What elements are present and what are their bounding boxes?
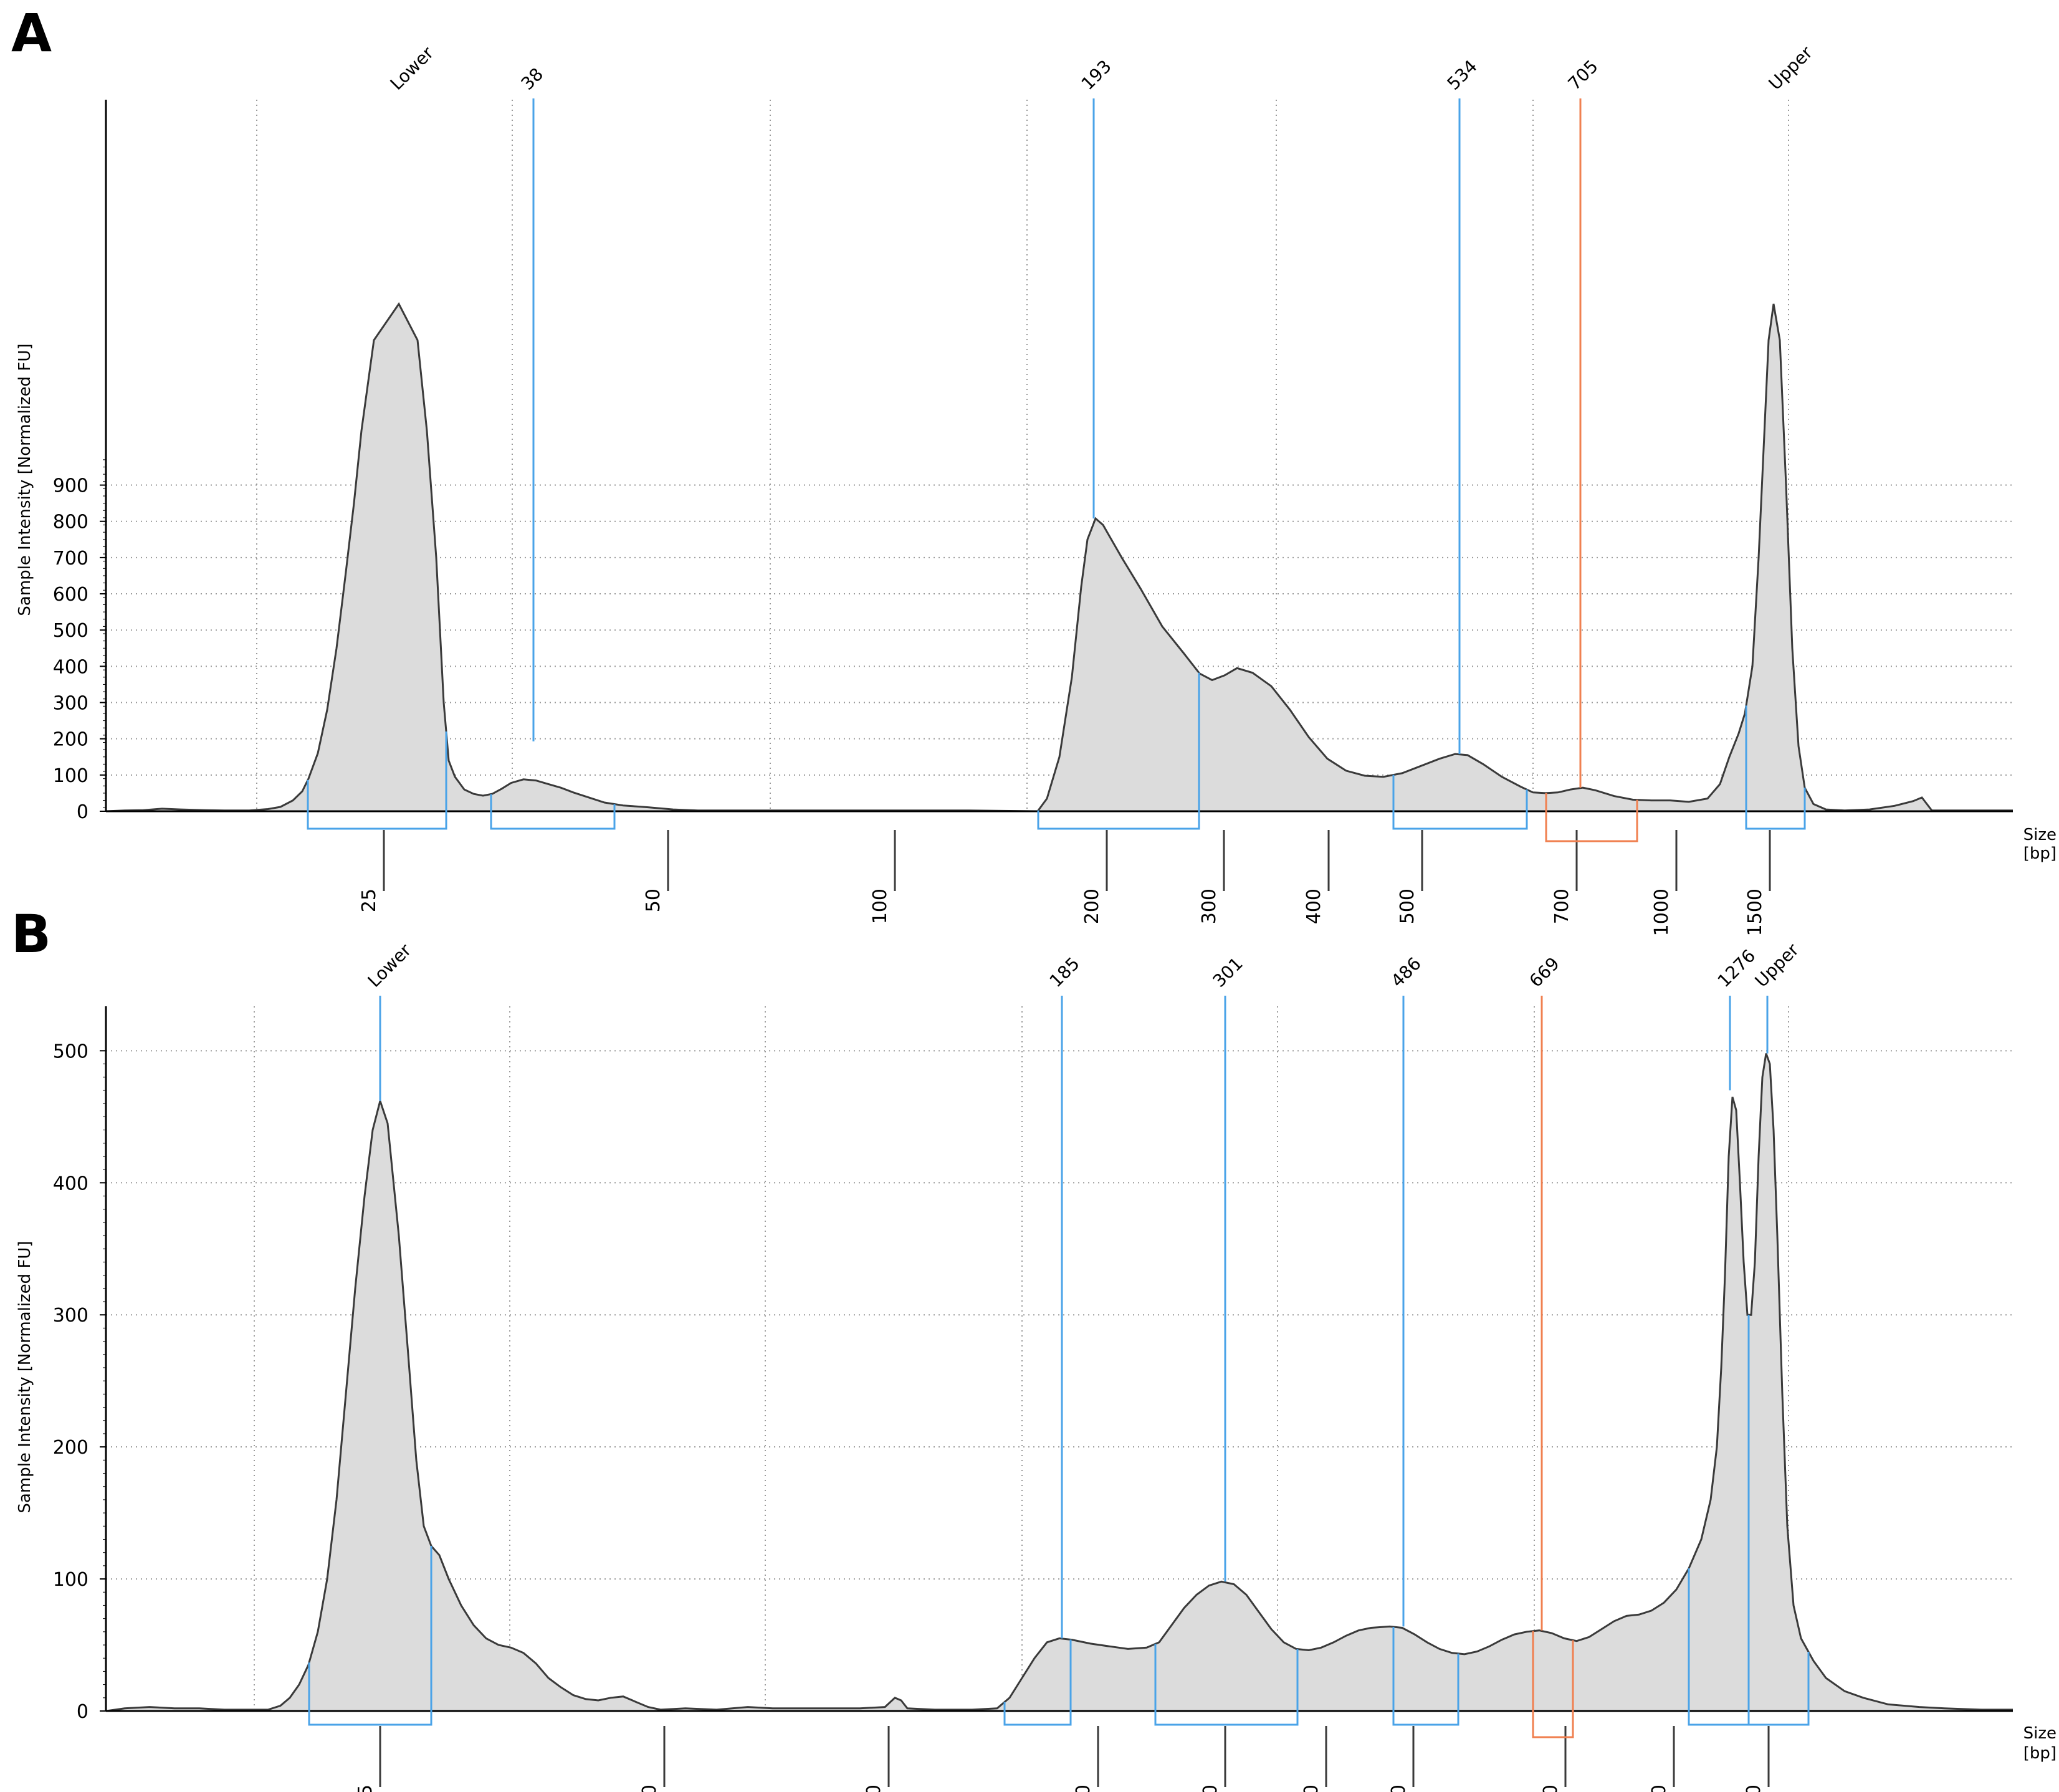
ladder-label: 1000 [1648,1785,1670,1792]
y-axis-label: Sample Intensity [Normalized FU] [16,343,34,616]
y-tick-label: 400 [53,1173,88,1194]
ladder-label: 400 [1303,889,1325,924]
x-axis-label-size: Size [2023,826,2057,844]
peak-bracket [1545,793,1638,842]
peak-label: Lower [386,42,438,94]
ladder-label: 25 [358,889,380,912]
y-tick-label: 0 [77,1701,88,1723]
ladder-label: 400 [1301,1785,1322,1792]
panel-letter-b: B [11,903,51,965]
peak-bracket [1392,774,1528,830]
peak-label: Upper [1765,42,1817,94]
peak-label: 301 [1209,953,1247,991]
panel-a: A 0 100 200 300 400 500 600 700 800 900 Sample Inte… [11,2,2057,936]
x-axis-label-unit: [bp] [2023,844,2057,863]
peak-bracket [308,1546,432,1726]
ladder-label: 1000 [1651,889,1673,936]
trace-area [106,1053,2013,1711]
peak-bracket [1003,1639,1072,1726]
peak-bracket [1037,672,1200,830]
ladder-label: 25 [355,1785,376,1792]
peak-label: 1276 [1714,945,1760,991]
ladder-label: 100 [863,1785,885,1792]
y-tick-label: 200 [53,729,88,751]
peak-bracket [1747,1315,1810,1726]
peak-bracket [1532,1631,1574,1738]
peak-bracket [307,732,447,830]
y-tick-label: 800 [53,512,88,533]
ladder-label: 500 [1388,1785,1410,1792]
y-tick-label: 700 [53,548,88,570]
peak-label: 193 [1077,56,1115,94]
y-tick-label: 500 [53,620,88,642]
ladder-label: 50 [639,1785,661,1792]
x-axis-label-size: Size [2023,1724,2057,1743]
peak-label: 669 [1526,953,1564,991]
ladder-label: 500 [1397,889,1418,924]
y-tick-label: 400 [53,656,88,678]
ladder-label: 700 [1551,889,1573,924]
trace-line [106,302,2013,811]
ladder-label: 300 [1198,889,1220,924]
y-tick-label: 0 [77,801,88,823]
peak-label: Lower [364,940,416,991]
ladder-label: 1500 [1743,1785,1765,1792]
peak-label: 705 [1564,56,1602,94]
y-axis-label: Sample Intensity [Normalized FU] [16,1241,34,1513]
peak-label: 534 [1443,56,1481,94]
y-tick-label: 100 [53,1569,88,1591]
peak-bracket [490,794,616,830]
peak-bracket [1392,1627,1459,1726]
ladder-label: 200 [1081,889,1103,924]
peak-label: Upper [1751,939,1803,991]
panel-b: B 0 100 200 300 400 500 Sample Intensity [Norma… [11,903,2057,1792]
y-tick-label: 100 [53,765,88,787]
trace-line [106,1053,2013,1711]
ladder-label: 700 [1540,1785,1562,1792]
peak-label: 486 [1387,953,1425,991]
peak-label: 185 [1046,953,1084,991]
x-axis-label-unit: [bp] [2023,1744,2057,1763]
peak-label: 38 [517,64,548,94]
y-tick-label: 200 [53,1437,88,1459]
ladder-label: 50 [643,889,664,912]
y-tick-label: 900 [53,475,88,497]
peak-bracket [1154,1644,1299,1726]
panel-letter-a: A [11,2,52,64]
ladder-label: 300 [1200,1785,1221,1792]
ladder-label: 200 [1072,1785,1094,1792]
y-tick-label: 300 [53,693,88,715]
ladder-label: 1500 [1744,889,1766,936]
ladder-label: 100 [869,889,891,924]
y-tick-label: 500 [53,1041,88,1062]
peak-bracket [1745,705,1806,830]
y-tick-label: 600 [53,584,88,606]
y-tick-label: 300 [53,1305,88,1327]
